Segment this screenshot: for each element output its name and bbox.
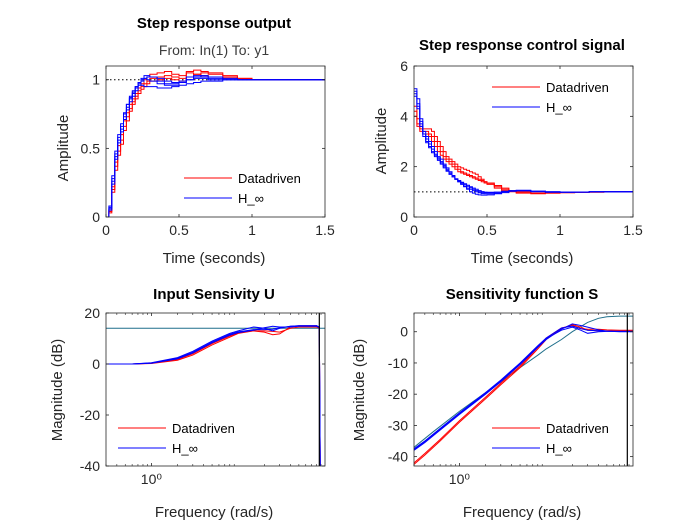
y-axis-label: Magnitude (dB) xyxy=(351,339,368,442)
data-layer xyxy=(106,313,325,466)
data-layer xyxy=(414,88,633,196)
x-axis-label: Time (seconds) xyxy=(163,250,266,267)
y-axis-label: Amplitude xyxy=(373,108,390,175)
y-tick-label: 2 xyxy=(400,159,408,175)
x-axis-label: Frequency (rad/s) xyxy=(463,504,581,521)
x-tick-label: 10⁰ xyxy=(141,471,163,487)
y-tick-label: 0 xyxy=(92,356,100,372)
y-axis-label: Amplitude xyxy=(55,115,72,182)
x-tick-label: 0.5 xyxy=(477,222,497,238)
data-layer xyxy=(106,69,325,217)
series-line-datadriven-1 xyxy=(106,326,321,466)
axes-frame xyxy=(105,312,326,467)
legend-label: Datadriven xyxy=(238,171,301,186)
legend-label: Datadriven xyxy=(172,421,235,436)
y-tick-label: 1 xyxy=(92,72,100,88)
x-tick-label: 1 xyxy=(248,222,256,238)
series-line-h-inf-3 xyxy=(106,79,325,217)
y-tick-label: -40 xyxy=(388,449,408,465)
x-axis-label: Time (seconds) xyxy=(471,250,574,267)
series-line-datadriven-0 xyxy=(414,105,633,195)
x-tick-label: 1 xyxy=(556,222,564,238)
chart-title: Input Sensivity U xyxy=(153,286,275,303)
reference-curve xyxy=(414,315,633,448)
axes-frame xyxy=(413,312,634,467)
legend-label: Datadriven xyxy=(546,80,609,95)
panel-step-response-output: Step response output From: In(1) To: y1 … xyxy=(55,15,335,267)
chart-subtitle: From: In(1) To: y1 xyxy=(159,42,269,58)
y-tick-label: 6 xyxy=(400,58,408,74)
y-tick-label: 0.5 xyxy=(81,140,101,156)
series-line-h-inf-6 xyxy=(106,75,325,217)
x-tick-label: 1.5 xyxy=(315,222,335,238)
x-tick-label: 0 xyxy=(410,222,418,238)
chart-title: Step response output xyxy=(137,15,291,32)
series-line-h-inf-4 xyxy=(414,326,633,451)
chart-title: Step response control signal xyxy=(419,37,625,54)
series-line-h-inf-6 xyxy=(414,95,633,193)
panel-input-sensitivity-u: Input Sensivity U Frequency (rad/s) Magn… xyxy=(49,286,326,521)
y-tick-label: -20 xyxy=(80,407,100,423)
axes-frame xyxy=(413,65,634,218)
plot-area: 10⁰ -40 -30 -20 -10 0 Datadriven H_∞ xyxy=(388,312,634,487)
x-axis-label: Frequency (rad/s) xyxy=(155,504,273,521)
x-tick-label: 0.5 xyxy=(169,222,189,238)
legend-label: H_∞ xyxy=(546,100,572,115)
x-tick-label: 0 xyxy=(102,222,110,238)
y-tick-label: -30 xyxy=(388,417,408,433)
legend-label: H_∞ xyxy=(238,191,264,206)
legend-label: H_∞ xyxy=(172,441,198,456)
axes-background xyxy=(414,313,633,466)
plot-area: 10⁰ -40 -20 0 20 Datadriven H_∞ xyxy=(80,305,326,487)
legend-label: H_∞ xyxy=(546,441,572,456)
y-tick-label: -40 xyxy=(80,458,100,474)
y-tick-label: 4 xyxy=(400,108,408,124)
y-tick-label: 0 xyxy=(92,209,100,225)
plot-area: 0 0.5 1 1.5 0 0.5 1 Datadriven H_∞ xyxy=(81,65,335,238)
axes-background xyxy=(106,313,325,466)
legend: Datadriven H_∞ xyxy=(492,421,609,456)
panel-sensitivity-function-s: Sensitivity function S Frequency (rad/s)… xyxy=(351,286,634,521)
y-tick-label: 0 xyxy=(400,209,408,225)
series-line-h-inf-4 xyxy=(106,325,321,466)
y-tick-label: 0 xyxy=(400,324,408,340)
legend: Datadriven H_∞ xyxy=(492,80,609,115)
x-tick-label: 10⁰ xyxy=(449,471,471,487)
legend: Datadriven H_∞ xyxy=(118,421,235,456)
x-tick-label: 1.5 xyxy=(623,222,643,238)
y-axis-label: Magnitude (dB) xyxy=(49,339,66,442)
data-layer xyxy=(414,313,633,466)
y-tick-label: -20 xyxy=(388,386,408,402)
axes-background xyxy=(106,66,325,217)
axes-frame xyxy=(105,65,326,218)
legend: Datadriven H_∞ xyxy=(184,171,301,206)
panel-step-response-control-signal: Step response control signal Time (secon… xyxy=(373,37,643,267)
legend-label: Datadriven xyxy=(546,421,609,436)
plot-area: 0 0.5 1 1.5 0 2 4 6 Datadriven H_∞ xyxy=(400,58,643,238)
series-line-h-inf-2 xyxy=(414,323,633,451)
y-tick-label: -10 xyxy=(388,355,408,371)
series-line-datadriven-2 xyxy=(106,72,325,217)
chart-title: Sensitivity function S xyxy=(446,286,599,303)
y-tick-label: 20 xyxy=(84,305,100,321)
series-line-datadriven-2 xyxy=(414,115,633,194)
